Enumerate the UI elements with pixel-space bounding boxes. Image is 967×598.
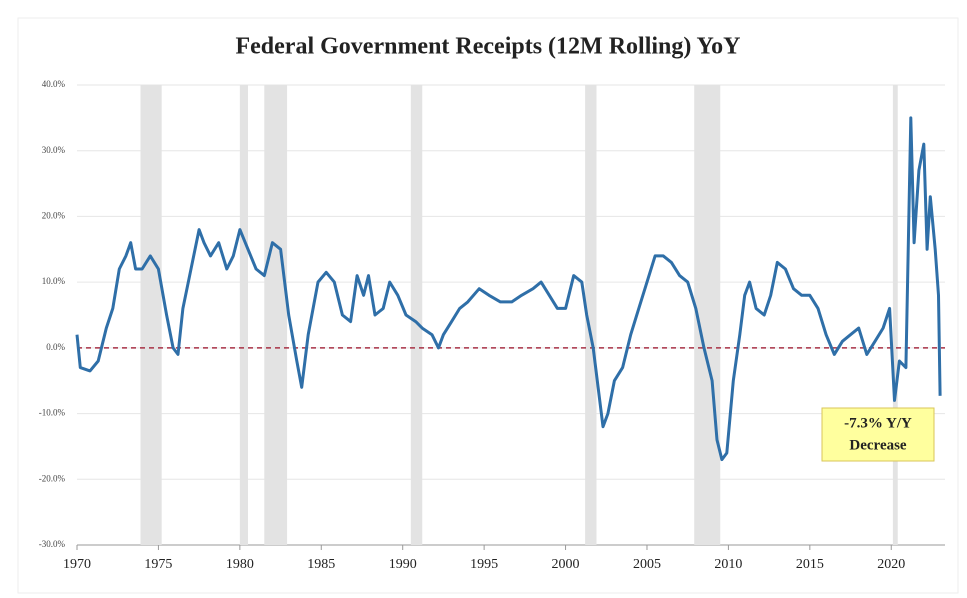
y-tick-label: 30.0%: [42, 145, 66, 155]
recession-band: [892, 85, 898, 545]
y-tick-label: 0.0%: [46, 342, 65, 352]
labels: -30.0% -20.0% -10.0% 0.0% 10.0% 20.0% 30.0% 40.…: [39, 79, 906, 572]
plot: [75, 116, 945, 462]
x-tick-label: 1970: [63, 557, 91, 572]
recession-band: [585, 85, 597, 545]
x-tick-label: 1985: [307, 557, 335, 572]
x-tick-label: 2015: [796, 557, 824, 572]
recession-band: [264, 85, 288, 545]
annotation-text: Decrease: [849, 437, 907, 453]
x-tick-label: 1995: [470, 557, 498, 572]
recession-band: [410, 85, 423, 545]
recession-band: [239, 85, 248, 545]
annotation-text: -7.3% Y/Y: [844, 415, 912, 431]
x-tick-label: 2010: [714, 557, 742, 572]
x-tick-label: 1975: [144, 557, 172, 572]
grid: [76, 84, 945, 550]
y-tick-label: 10.0%: [42, 276, 66, 286]
frame: [17, 17, 959, 594]
x-tick-label: 1980: [226, 557, 254, 572]
recession-band: [140, 85, 162, 545]
series-line: [75, 116, 942, 462]
chart-title: Federal Government Receipts (12M Rolling…: [235, 34, 740, 60]
x-tick-label: 2000: [552, 557, 580, 572]
y-tick-label: 40.0%: [42, 79, 66, 89]
recessions: [140, 85, 898, 545]
annotation-box: [821, 407, 935, 462]
x-tick-label: 2005: [633, 557, 661, 572]
y-tick-label: -20.0%: [39, 473, 66, 483]
x-tick-label: 1990: [389, 557, 417, 572]
y-tick-label: -30.0%: [39, 539, 66, 549]
y-tick-label: 20.0%: [42, 210, 66, 220]
x-tick-label: 2020: [877, 557, 905, 572]
y-tick-label: -10.0%: [39, 408, 66, 418]
